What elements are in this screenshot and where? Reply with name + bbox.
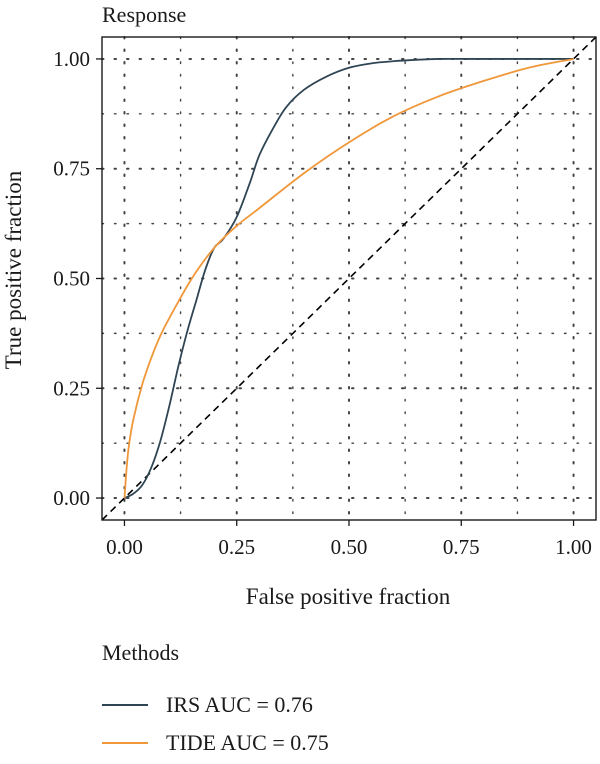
legend-item-irs: IRS AUC = 0.76 [102,688,329,722]
x-axis-label: False positive fraction [246,584,451,609]
y-axis: 0.00 0.25 0.50 0.75 1.00 [53,47,102,510]
y-tick-label: 1.00 [53,47,90,71]
legend-label-irs: IRS AUC = 0.76 [166,692,313,717]
x-tick-label: 0.25 [218,535,255,559]
x-tick-label: 0.50 [331,535,368,559]
legend-label-tide: TIDE AUC = 0.75 [166,730,329,755]
legend-item-tide: TIDE AUC = 0.75 [102,726,329,760]
series-line-irs [124,57,574,499]
x-tick-label: 0.00 [106,535,143,559]
y-tick-label: 0.00 [53,486,90,510]
x-axis: 0.00 0.25 0.50 0.75 1.00 [106,520,592,559]
series-layer [123,57,574,499]
series-line-tide [123,58,574,499]
legend-swatch-tide [102,742,148,744]
x-tick-label: 0.75 [443,535,480,559]
legend-swatch-irs [102,704,148,706]
y-tick-label: 0.25 [53,376,90,400]
y-tick-label: 0.50 [53,267,90,291]
chart-title: Response [102,2,186,27]
y-axis-label: True positive fraction [1,170,26,369]
legend-title: Methods [102,640,179,665]
y-tick-label: 0.75 [53,157,90,181]
legend: Methods IRS AUC = 0.76 TIDE AUC = 0.75 [102,640,329,764]
x-tick-label: 1.00 [555,535,592,559]
roc-chart: Response 0.00 0.25 0.50 0.75 1.00 0.000.250.… [1,2,597,609]
